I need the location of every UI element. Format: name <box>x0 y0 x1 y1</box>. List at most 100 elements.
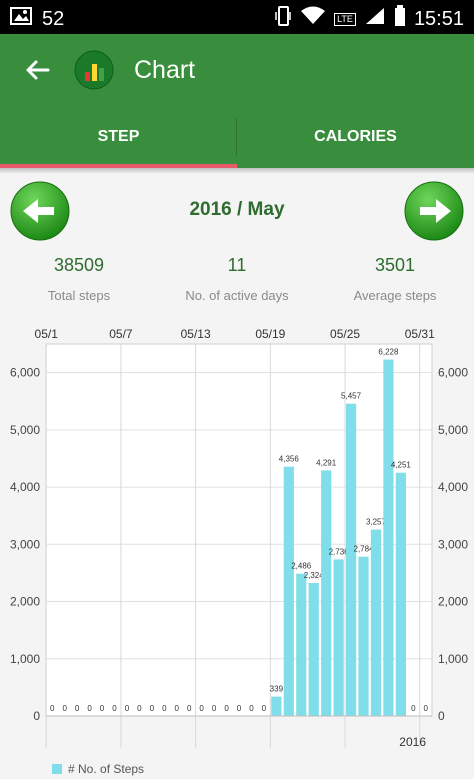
bar-value-label: 0 <box>150 704 155 713</box>
vibrate-icon <box>274 5 292 33</box>
bar-value-label: 0 <box>175 704 180 713</box>
bar-value-label: 0 <box>50 704 55 713</box>
bar-chart-logo-icon <box>74 50 114 90</box>
active-days-value: 11 <box>227 255 247 275</box>
total-steps-value: 38509 <box>53 255 105 275</box>
average-steps-value: 3501 <box>374 255 416 275</box>
bar-value-label: 0 <box>224 704 229 713</box>
status-bar: 52 LTE 15:51 <box>0 0 474 34</box>
bar-value-label: 0 <box>62 704 67 713</box>
tab-divider <box>236 118 237 156</box>
bar-value-label: 4,291 <box>316 458 337 467</box>
bar <box>283 466 294 716</box>
bar-value-label: 0 <box>411 704 416 713</box>
tab-step-label: STEP <box>97 128 140 145</box>
tab-step[interactable]: STEP <box>0 106 237 168</box>
bar <box>383 359 394 716</box>
bar-value-label: 0 <box>100 704 105 713</box>
bar-value-label: 0 <box>187 704 192 713</box>
bar <box>308 582 319 716</box>
tab-shadow <box>0 168 474 174</box>
total-steps-label: Total steps <box>47 288 111 303</box>
bar-value-label: 339 <box>270 685 284 694</box>
back-button[interactable] <box>20 52 56 88</box>
bar-value-label: 5,457 <box>341 392 362 401</box>
y-tick-label-right: 5,000 <box>438 423 468 437</box>
bar <box>395 472 406 716</box>
average-steps-label: Average steps <box>353 288 437 303</box>
y-tick-label-right: 4,000 <box>438 480 468 494</box>
year-label: 2016 <box>399 735 426 749</box>
wifi-icon <box>300 6 326 32</box>
signal-icon <box>364 6 386 32</box>
next-month-button[interactable] <box>404 181 464 241</box>
bar-value-label: 0 <box>262 704 267 713</box>
bar <box>370 529 382 716</box>
bar <box>296 573 307 716</box>
network-type: LTE <box>334 12 356 26</box>
y-tick-label-right: 0 <box>438 709 445 723</box>
bar <box>358 556 369 716</box>
notification-count: 52 <box>42 7 65 30</box>
x-tick-label: 05/13 <box>181 327 211 341</box>
app-title: Chart <box>134 56 196 84</box>
total-steps-stat: 38509 Total steps <box>4 255 154 303</box>
active-days-stat: 11 No. of active days <box>162 255 312 303</box>
chart-legend: # No. of Steps <box>52 762 144 776</box>
y-tick-label-right: 3,000 <box>438 537 468 551</box>
y-tick-label-left: 3,000 <box>10 537 40 551</box>
y-tick-label-right: 1,000 <box>438 652 468 666</box>
arrow-right-circle-icon <box>404 181 464 241</box>
average-steps-stat: 3501 Average steps <box>320 255 470 303</box>
y-tick-label-left: 4,000 <box>10 480 40 494</box>
legend-swatch <box>52 764 62 774</box>
y-tick-label-left: 1,000 <box>10 652 40 666</box>
bar-value-label: 0 <box>199 704 204 713</box>
bar-value-label: 0 <box>424 704 429 713</box>
arrow-left-circle-icon <box>10 181 70 241</box>
bar-value-label: 4,251 <box>391 461 412 470</box>
y-tick-label-right: 2,000 <box>438 595 468 609</box>
y-tick-label-left: 2,000 <box>10 595 40 609</box>
bar-value-label: 0 <box>125 704 130 713</box>
bar-value-label: 0 <box>87 704 92 713</box>
bar <box>321 470 332 716</box>
month-label: 2016 / May <box>189 199 285 220</box>
bar-value-label: 0 <box>137 704 142 713</box>
x-tick-label: 05/31 <box>405 327 435 341</box>
tab-calories-label: CALORIES <box>314 128 397 145</box>
arrow-left-icon <box>26 60 50 80</box>
bar-value-label: 6,228 <box>378 348 399 357</box>
app-bar: Chart <box>0 34 474 106</box>
bar-value-label: 0 <box>112 704 117 713</box>
bar <box>345 403 357 716</box>
tab-bar: STEP CALORIES <box>0 106 474 168</box>
tab-calories[interactable]: CALORIES <box>237 106 474 168</box>
bar-value-label: 2,324 <box>304 571 325 580</box>
x-tick-label: 05/7 <box>109 327 133 341</box>
bar-value-label: 0 <box>212 704 217 713</box>
x-tick-label: 05/1 <box>35 327 59 341</box>
previous-month-button[interactable] <box>10 181 70 241</box>
battery-icon <box>394 5 406 33</box>
active-days-label: No. of active days <box>185 288 289 303</box>
y-tick-label-left: 5,000 <box>10 423 40 437</box>
bar-value-label: 2,486 <box>291 562 312 571</box>
bar-value-label: 0 <box>249 704 254 713</box>
y-tick-label-right: 6,000 <box>438 366 468 380</box>
bar-value-label: 2,784 <box>354 545 375 554</box>
bar-value-label: 0 <box>237 704 242 713</box>
bar-value-label: 4,356 <box>279 455 300 464</box>
legend-label: # No. of Steps <box>68 762 145 776</box>
clock: 15:51 <box>413 7 464 30</box>
x-tick-label: 05/19 <box>255 327 285 341</box>
y-tick-label-left: 6,000 <box>10 366 40 380</box>
bar-value-label: 0 <box>162 704 167 713</box>
x-tick-label: 05/25 <box>330 327 360 341</box>
bar-value-label: 3,257 <box>366 518 387 527</box>
image-notification-icon <box>10 6 32 32</box>
bar-value-label: 2,736 <box>329 547 350 556</box>
bar-value-label: 0 <box>75 704 80 713</box>
bar <box>271 696 282 716</box>
